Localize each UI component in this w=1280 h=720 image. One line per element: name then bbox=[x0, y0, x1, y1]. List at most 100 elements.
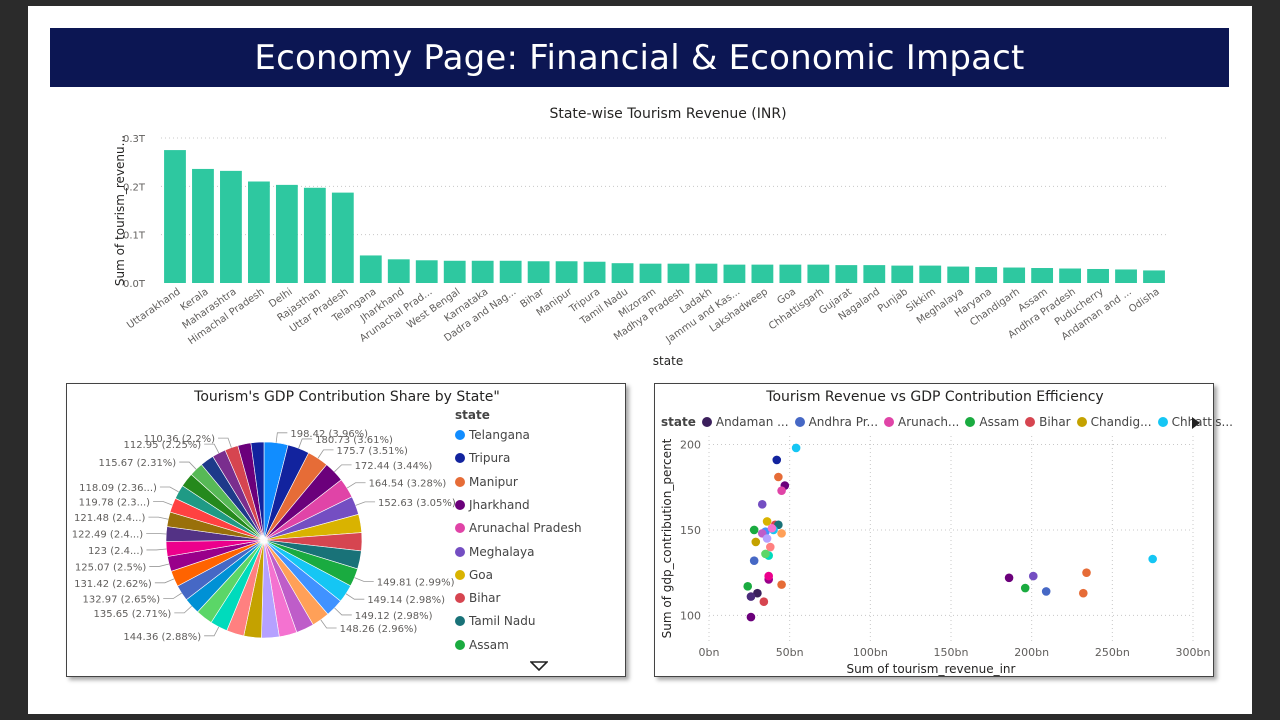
scatter-x-tick-label: 200bn bbox=[1014, 646, 1049, 659]
pie-leader-line bbox=[345, 593, 365, 600]
pie-leader-line bbox=[153, 501, 173, 506]
scatter-legend-label: Arunach... bbox=[898, 415, 960, 429]
scatter-y-tick-label: 150 bbox=[680, 524, 701, 537]
scatter-point bbox=[753, 588, 762, 598]
pie-legend-label: Tamil Nadu bbox=[469, 614, 536, 629]
pie-legend-label: Goa bbox=[469, 567, 493, 582]
bar-bihar bbox=[527, 261, 550, 283]
legend-marker-icon bbox=[1157, 417, 1168, 427]
scatter-y-tick-label: 100 bbox=[680, 609, 701, 622]
bar-nagaland bbox=[863, 265, 886, 283]
pie-data-label: 119.78 (2.3...) bbox=[79, 498, 151, 509]
scatter-y-axis-label: Sum of gdp_contribution_percent bbox=[660, 438, 674, 638]
pie-leader-line bbox=[174, 605, 192, 614]
bar-ladakh bbox=[695, 263, 718, 283]
scatter-point bbox=[767, 523, 777, 533]
pie-leader-line bbox=[275, 432, 288, 443]
bar-madhya-pradesh bbox=[667, 263, 690, 283]
gdp-share-pie-chart: Tourism's GDP Contribution Share by Stat… bbox=[72, 389, 500, 643]
scatter-point bbox=[749, 556, 759, 566]
pie-data-label: 122.49 (2.4...) bbox=[72, 529, 144, 540]
scatter-legend[interactable]: state Andaman ... Andhra Pr... Arunach... A… bbox=[661, 413, 1239, 431]
scatter-legend-item[interactable]: Assam bbox=[965, 415, 1019, 429]
scatter-point bbox=[759, 597, 769, 607]
pie-legend-item[interactable]: Tamil Nadu bbox=[455, 612, 535, 630]
pie-leader-line bbox=[334, 607, 352, 616]
pie-legend-item[interactable]: Tripura bbox=[455, 449, 510, 467]
scatter-point bbox=[1004, 573, 1014, 583]
legend-next-icon[interactable] bbox=[1191, 416, 1201, 430]
scatter-point bbox=[777, 529, 786, 538]
pie-data-label: 172.44 (3.44%) bbox=[355, 461, 433, 472]
scatter-point bbox=[1082, 568, 1091, 577]
legend-marker-icon bbox=[455, 523, 465, 534]
scatter-legend-item[interactable]: Andhra Pr... bbox=[794, 415, 879, 429]
pie-data-label: 131.42 (2.62%) bbox=[74, 579, 152, 590]
legend-marker-icon bbox=[965, 417, 976, 427]
pie-data-label: 123 (2.4...) bbox=[88, 546, 144, 557]
scatter-legend-item[interactable]: Andaman ... bbox=[701, 415, 789, 429]
scatter-point bbox=[777, 486, 786, 495]
bar-telangana bbox=[359, 255, 382, 283]
bar-category-label: Odisha bbox=[1127, 286, 1162, 315]
legend-marker-icon bbox=[794, 417, 805, 427]
pie-data-label: 112.95 (2.25%) bbox=[123, 440, 201, 451]
pie-legend-label: Telangana bbox=[469, 428, 530, 442]
pie-legend-label: Arunachal Pradesh bbox=[469, 521, 582, 536]
bar-y-tick-label: 0.2T bbox=[123, 182, 146, 193]
legend-marker-icon bbox=[884, 417, 895, 427]
bar-delhi bbox=[275, 184, 298, 283]
pie-legend-item[interactable]: Goa bbox=[455, 566, 493, 584]
legend-marker-icon bbox=[1076, 417, 1087, 427]
pie-leader-line bbox=[204, 626, 220, 637]
legend-marker-icon bbox=[455, 546, 465, 557]
pie-legend-item[interactable]: Assam bbox=[455, 636, 509, 654]
legend-scroll-down-icon[interactable] bbox=[530, 661, 548, 671]
pie-leader-line bbox=[179, 461, 197, 470]
legend-marker-icon bbox=[455, 476, 465, 487]
pie-legend[interactable]: Telangana Tripura Manipur Jharkhand Arunacha… bbox=[455, 426, 620, 654]
pie-slice bbox=[250, 441, 265, 541]
legend-marker-icon bbox=[455, 453, 465, 464]
scatter-point bbox=[762, 534, 772, 543]
pie-leader-line bbox=[334, 464, 352, 473]
bar-y-tick-label: 0.3T bbox=[123, 134, 146, 145]
pie-data-label: 164.54 (3.28%) bbox=[369, 479, 447, 490]
bar-category-label: Punjab bbox=[876, 286, 910, 314]
pie-legend-item[interactable]: Meghalaya bbox=[455, 543, 534, 561]
scatter-legend-item[interactable]: Chandig... bbox=[1076, 415, 1152, 429]
scatter-legend-label: Andhra Pr... bbox=[808, 415, 879, 429]
pie-data-label: 110.36 (2.2%) bbox=[144, 434, 215, 445]
pie-legend-item[interactable]: Manipur bbox=[455, 473, 518, 491]
bar-himachal-pradesh bbox=[247, 181, 270, 283]
scatter-x-tick-label: 0bn bbox=[699, 646, 720, 659]
pie-legend-item[interactable]: Bihar bbox=[455, 589, 500, 607]
pie-legend-label: Tripura bbox=[469, 451, 511, 466]
bar-chandigarh bbox=[1003, 267, 1026, 283]
scatter-legend-item[interactable]: Arunach... bbox=[884, 415, 959, 429]
pie-legend-label: Assam bbox=[469, 637, 509, 652]
pie-data-label: 198.42 (3.96%) bbox=[290, 429, 368, 440]
pie-leader-line bbox=[355, 501, 376, 506]
scatter-point bbox=[746, 592, 756, 601]
scatter-legend-label: Bihar bbox=[1039, 415, 1071, 429]
scatter-point bbox=[1041, 587, 1051, 596]
pie-legend-item[interactable]: Telangana bbox=[455, 426, 530, 444]
pie-legend-item[interactable]: Jharkhand bbox=[455, 496, 530, 514]
bar-odisha bbox=[1143, 270, 1165, 283]
scatter-legend-label: Chhattis... bbox=[1171, 415, 1233, 429]
pie-data-label: 149.81 (2.99%) bbox=[377, 577, 455, 588]
bar-chhattisgarh bbox=[807, 264, 830, 283]
legend-marker-icon bbox=[455, 639, 465, 650]
pie-legend-item[interactable]: Arunachal Pradesh bbox=[455, 519, 582, 537]
scatter-point bbox=[1020, 583, 1030, 593]
bar-goa bbox=[779, 264, 802, 283]
scatter-point bbox=[749, 525, 759, 535]
scatter-legend-item[interactable]: Chhattis... bbox=[1157, 415, 1233, 429]
bar-y-axis-label: Sum of tourism_revenu... bbox=[113, 135, 127, 286]
pie-data-label: 121.48 (2.4...) bbox=[74, 513, 146, 524]
legend-marker-icon bbox=[455, 616, 465, 627]
bar-puducherry bbox=[1087, 268, 1109, 283]
scatter-legend-item[interactable]: Bihar bbox=[1025, 415, 1071, 429]
scatter-point bbox=[761, 549, 770, 559]
